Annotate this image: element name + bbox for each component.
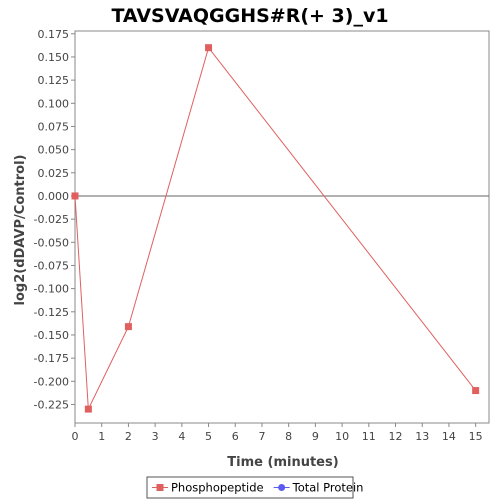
x-tick-label: 5 xyxy=(205,430,212,443)
x-tick-label: 10 xyxy=(335,430,349,443)
data-point xyxy=(205,44,213,52)
data-point xyxy=(84,405,92,413)
x-tick-label: 2 xyxy=(125,430,132,443)
y-tick-label: 0.000 xyxy=(38,190,70,203)
data-point xyxy=(71,192,79,200)
x-tick-label: 8 xyxy=(285,430,292,443)
x-tick-label: 1 xyxy=(98,430,105,443)
chart-title: TAVSVAQGGHS#R(+ 3)_v1 xyxy=(111,5,388,27)
data-point xyxy=(124,323,132,331)
y-tick-label: -0.175 xyxy=(34,352,69,365)
x-tick-label: 11 xyxy=(362,430,376,443)
x-tick-label: 6 xyxy=(232,430,239,443)
plot-area: 0 1 2 3 4 5 6 7 8 9 10 11 12 13 14 15 -0.225-0.200-0.17… xyxy=(34,28,490,443)
x-tick-label: 4 xyxy=(178,430,185,443)
x-tick-label: 9 xyxy=(312,430,319,443)
x-tick-label: 13 xyxy=(415,430,429,443)
y-axis: -0.225 -0.200 -0.175 -0.150 -0.125 -0.100 -0.0… xyxy=(34,28,75,411)
legend-label: Phosphopeptide xyxy=(171,481,264,495)
y-tick-label: 0.175 xyxy=(38,28,70,41)
x-tick-label: 3 xyxy=(152,430,159,443)
legend-marker xyxy=(156,484,164,491)
plot-frame xyxy=(74,30,490,424)
x-tick-label: 0 xyxy=(72,430,79,443)
series-layer xyxy=(71,44,480,413)
x-tick-label: 15 xyxy=(469,430,483,443)
y-tick-label: -0.050 xyxy=(34,236,69,249)
y-tick-label: -0.125 xyxy=(34,306,69,319)
legend-label: Total Protein xyxy=(292,481,364,495)
y-tick-label: -0.025 xyxy=(34,213,69,226)
x-tick-label: 14 xyxy=(442,430,456,443)
data-point xyxy=(472,387,480,395)
y-tick-label: -0.225 xyxy=(34,398,69,411)
y-tick-label: 0.050 xyxy=(38,144,70,157)
legend: Phosphopeptide Total Protein xyxy=(146,476,364,499)
y-axis-label: log2(dDAVP/Control) xyxy=(13,155,28,306)
x-axis: 0 1 2 3 4 5 6 7 8 9 10 11 12 13 14 15 xyxy=(72,423,483,443)
y-tick-label: -0.075 xyxy=(34,259,69,272)
y-tick-label: 0.125 xyxy=(38,74,70,87)
y-tick-label: -0.150 xyxy=(34,329,69,342)
y-tick-label: -0.100 xyxy=(34,283,69,296)
legend-box xyxy=(146,476,354,499)
x-tick-label: 12 xyxy=(389,430,403,443)
y-tick-label: -0.200 xyxy=(34,375,69,388)
y-tick-label: 0.025 xyxy=(38,167,70,180)
x-axis-label: Time (minutes) xyxy=(227,455,338,470)
x-tick-label: 7 xyxy=(258,430,265,443)
y-tick-label: 0.150 xyxy=(38,51,70,64)
y-tick-label: 0.075 xyxy=(38,120,70,133)
y-tick-label: 0.100 xyxy=(38,97,70,110)
legend-marker xyxy=(278,484,286,491)
